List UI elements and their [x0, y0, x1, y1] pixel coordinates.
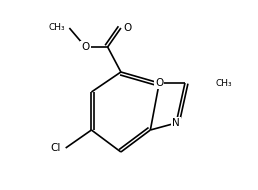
Text: O: O	[124, 23, 132, 33]
Text: CH₃: CH₃	[49, 24, 66, 32]
Text: CH₃: CH₃	[215, 78, 232, 88]
Text: N: N	[172, 118, 180, 128]
Text: O: O	[155, 78, 163, 88]
Text: Cl: Cl	[51, 143, 61, 153]
Text: O: O	[82, 42, 90, 52]
